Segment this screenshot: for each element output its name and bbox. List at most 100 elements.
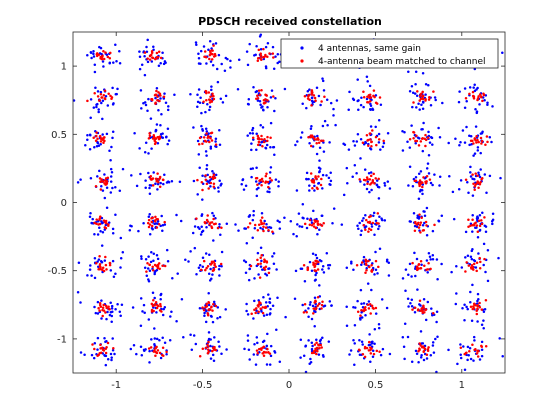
scatter-point — [464, 256, 467, 259]
scatter-point — [307, 136, 310, 139]
scatter-point — [421, 185, 424, 189]
scatter-point — [268, 297, 272, 301]
scatter-point — [266, 305, 269, 308]
x-tick-label: 1 — [459, 380, 465, 391]
scatter-point — [413, 224, 417, 228]
scatter-point — [146, 262, 149, 265]
scatter-point — [166, 127, 170, 130]
scatter-point — [375, 179, 379, 182]
scatter-point — [355, 140, 359, 143]
scatter-point — [473, 83, 476, 86]
scatter-point — [155, 337, 159, 341]
scatter-point — [92, 50, 95, 53]
scatter-point — [364, 271, 367, 275]
scatter-point — [481, 130, 484, 133]
scatter-point — [138, 67, 142, 71]
scatter-point — [98, 226, 101, 229]
scatter-point — [92, 136, 95, 139]
scatter-point — [309, 301, 312, 304]
scatter-point — [480, 95, 483, 98]
scatter-point — [418, 342, 421, 345]
scatter-point — [255, 349, 259, 352]
scatter-point — [431, 143, 434, 146]
scatter-point — [204, 127, 208, 131]
scatter-point — [195, 273, 198, 276]
scatter-point — [165, 352, 168, 356]
scatter-point — [211, 211, 214, 215]
scatter-point — [216, 226, 220, 230]
scatter-point — [307, 315, 310, 319]
scatter-point — [457, 100, 461, 104]
scatter-point — [210, 88, 213, 92]
scatter-point — [154, 222, 158, 225]
scatter-point — [475, 141, 478, 144]
scatter-point — [154, 101, 157, 104]
scatter-point — [198, 264, 202, 267]
scatter-point — [301, 303, 304, 307]
scatter-point — [432, 90, 435, 93]
scatter-point — [360, 263, 363, 267]
scatter-point — [318, 284, 321, 287]
scatter-point — [484, 270, 487, 274]
scatter-point — [437, 220, 441, 223]
scatter-point — [146, 38, 149, 42]
scatter-point — [163, 305, 167, 309]
scatter-point — [501, 51, 504, 54]
scatter-point — [272, 262, 276, 266]
scatter-point — [417, 360, 420, 364]
scatter-point — [419, 344, 422, 347]
scatter-point — [149, 346, 153, 349]
scatter-point — [206, 173, 209, 177]
scatter-point — [486, 140, 489, 144]
scatter-point — [353, 323, 357, 327]
scatter-point — [211, 349, 214, 353]
scatter-point — [210, 85, 213, 88]
scatter-point — [140, 353, 144, 357]
scatter-point — [77, 261, 81, 265]
scatter-point — [156, 182, 160, 186]
scatter-point — [209, 185, 212, 188]
scatter-point — [102, 303, 105, 307]
scatter-point — [428, 96, 431, 99]
scatter-point — [265, 143, 269, 147]
scatter-point — [369, 102, 372, 106]
scatter-point — [91, 343, 94, 346]
scatter-point — [369, 215, 372, 218]
scatter-point — [476, 304, 479, 308]
scatter-point — [375, 183, 379, 187]
scatter-point — [351, 175, 354, 179]
scatter-point — [150, 220, 153, 224]
scatter-point — [199, 268, 203, 272]
scatter-point — [255, 309, 258, 312]
scatter-point — [218, 129, 221, 132]
scatter-point — [159, 305, 162, 308]
scatter-point — [210, 139, 214, 142]
scatter-point — [253, 223, 257, 227]
scatter-point — [476, 149, 480, 152]
scatter-point — [203, 220, 207, 224]
scatter-point — [161, 132, 164, 135]
scatter-point — [114, 307, 117, 311]
scatter-point — [264, 305, 267, 309]
scatter-point — [438, 184, 441, 187]
scatter-point — [142, 303, 146, 307]
scatter-point — [207, 350, 210, 354]
scatter-point — [368, 138, 372, 141]
scatter-point — [316, 349, 319, 353]
scatter-point — [364, 313, 367, 317]
scatter-point — [479, 168, 482, 171]
scatter-point — [473, 152, 477, 155]
scatter-point — [104, 304, 108, 308]
scatter-point — [263, 259, 267, 263]
scatter-point — [269, 307, 272, 311]
scatter-point — [368, 147, 372, 150]
scatter-point — [369, 348, 372, 352]
scatter-point — [154, 96, 157, 100]
scatter-point — [306, 268, 309, 272]
scatter-point — [258, 300, 261, 304]
scatter-point — [434, 337, 437, 341]
scatter-point — [104, 351, 108, 355]
scatter-point — [120, 303, 124, 307]
scatter-point — [307, 307, 310, 310]
scatter-point — [315, 141, 318, 145]
